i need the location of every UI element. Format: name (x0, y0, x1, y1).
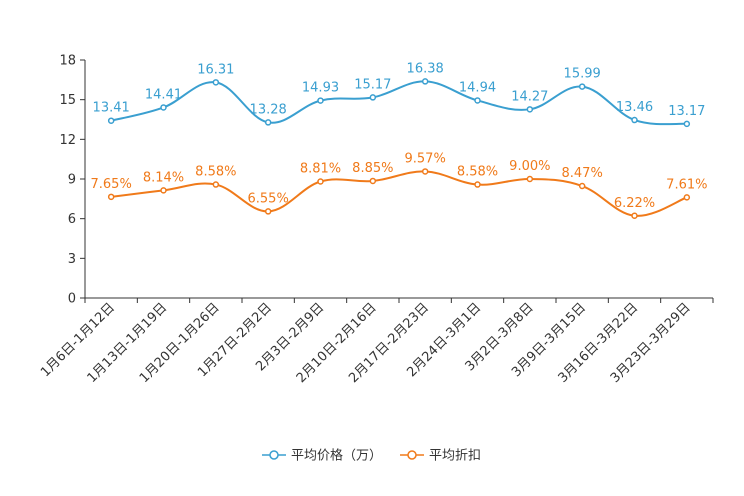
data-label: 14.94 (459, 80, 496, 95)
legend-label: 平均折扣 (429, 449, 481, 464)
legend: 平均价格（万） 平均折扣 (262, 448, 481, 464)
data-label: 8.14% (143, 170, 184, 185)
data-point (212, 79, 220, 86)
data-point (578, 182, 586, 190)
data-point (264, 119, 272, 126)
data-point (160, 104, 167, 111)
data-label: 6.22% (614, 196, 655, 211)
legend-item-0[interactable]: 平均价格（万） (262, 448, 382, 464)
data-point (264, 208, 272, 215)
data-point (317, 178, 324, 185)
data-label: 9.00% (509, 159, 550, 174)
series-line (110, 80, 687, 126)
data-label: 7.61% (666, 177, 707, 192)
legend-marker-icon (269, 450, 279, 460)
data-point (526, 106, 534, 113)
y-tick-label: 18 (59, 54, 76, 69)
legend-item-1[interactable]: 平均折扣 (400, 449, 481, 464)
data-point (107, 193, 115, 201)
data-label: 15.17 (354, 77, 391, 92)
data-label: 7.65% (91, 177, 132, 192)
data-point (160, 187, 167, 194)
data-point (683, 120, 691, 128)
data-label: 13.46 (616, 100, 653, 115)
data-label: 16.38 (407, 61, 444, 76)
data-point (421, 78, 429, 85)
data-point (107, 117, 115, 124)
data-label: 13.17 (668, 104, 705, 119)
data-label: 8.58% (457, 165, 498, 180)
y-tick-label: 6 (68, 212, 76, 227)
data-point (474, 181, 481, 188)
data-point (369, 177, 377, 185)
data-point (526, 175, 534, 183)
series-layer: 13.41 14.41 16.31 13.28 14.93 15.17 16.38 14.94… (91, 61, 707, 220)
series-0: 13.41 14.41 16.31 13.28 14.93 15.17 16.38 14.94… (93, 61, 705, 128)
data-label: 13.41 (93, 101, 130, 116)
data-label: 14.27 (511, 89, 548, 104)
data-point (474, 97, 481, 104)
data-point (683, 194, 691, 201)
data-label: 9.57% (405, 151, 446, 166)
data-point (212, 181, 220, 188)
data-label: 8.47% (562, 166, 603, 181)
y-tick-label: 3 (68, 252, 76, 267)
data-label: 14.41 (145, 87, 182, 102)
data-point (317, 97, 324, 104)
y-tick-label: 15 (59, 93, 76, 108)
y-tick-label: 0 (68, 292, 76, 307)
data-label: 15.99 (564, 67, 601, 82)
legend-marker-icon (407, 450, 417, 460)
data-point (631, 116, 638, 124)
series-1: 7.65% 8.14% 8.58% 6.55% 8.81% 8.85% 9.57% 8.58%… (91, 151, 707, 220)
data-label: 8.81% (300, 162, 341, 177)
data-label: 6.55% (248, 191, 289, 206)
data-point (369, 94, 377, 101)
legend-label: 平均价格（万） (291, 448, 382, 464)
data-label: 16.31 (197, 62, 234, 77)
data-label: 14.93 (302, 81, 339, 96)
data-label: 8.85% (352, 161, 393, 176)
data-label: 8.58% (195, 165, 236, 180)
data-label: 13.28 (250, 102, 287, 117)
y-tick-label: 9 (68, 173, 76, 188)
data-point (631, 212, 638, 220)
y-tick-label: 12 (59, 133, 76, 148)
data-point (421, 168, 429, 175)
data-point (578, 83, 586, 90)
